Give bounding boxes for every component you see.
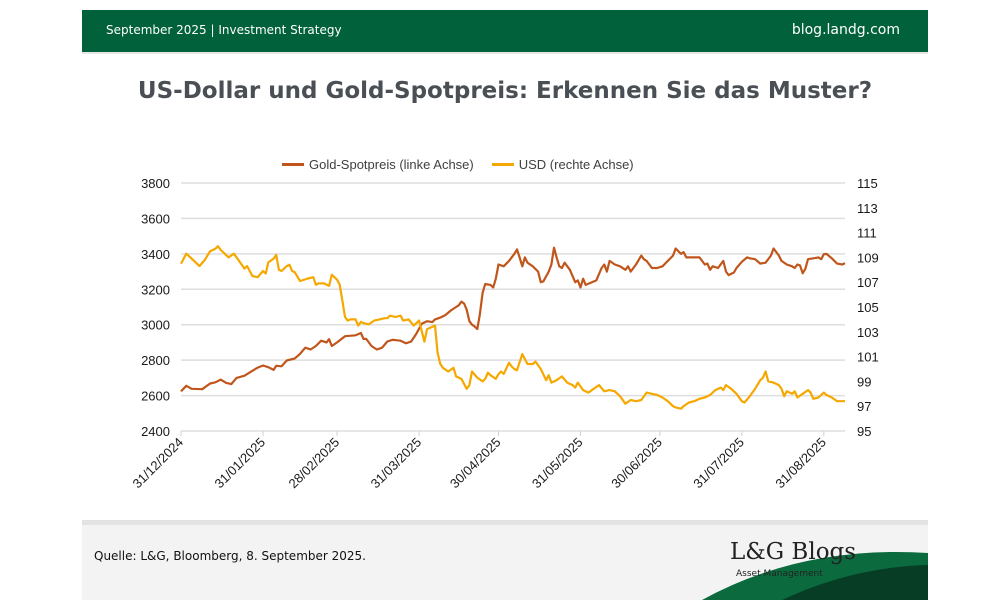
x-tick-label: 28/02/2025 [286, 435, 343, 492]
header-bar: September 2025 | Investment Strategy blo… [82, 10, 928, 54]
y-right-tick-label: 111 [857, 226, 877, 241]
x-tick-label: 31/03/2025 [368, 435, 425, 492]
chart-title: US-Dollar und Gold-Spotpreis: Erkennen S… [137, 78, 873, 104]
header-date-category: September 2025 | Investment Strategy [106, 23, 342, 37]
chart-legend: Gold-Spotpreis (linke Achse) USD (rechte… [282, 154, 652, 174]
y-right-tick-label: 113 [857, 201, 878, 216]
legend-swatch-gold [282, 162, 304, 166]
y-right-tick-label: 101 [857, 350, 879, 365]
y-left-tick-label: 2800 [141, 353, 170, 368]
legend-swatch-usd [491, 162, 514, 166]
y-right-tick-label: 99 [857, 374, 871, 389]
header-site-link[interactable]: blog.landg.com [791, 22, 900, 38]
y-right-tick-label: 95 [857, 424, 871, 439]
x-tick-label: 31/05/2025 [529, 435, 586, 492]
legend-item-usd: USD (rechte Achse) [491, 156, 634, 172]
y-left-tick-label: 3800 [141, 176, 170, 191]
y-left-tick-label: 2600 [141, 389, 170, 404]
y-left-tick-label: 2400 [141, 424, 170, 439]
x-tick-label: 31/08/2025 [772, 435, 829, 492]
y-right-tick-label: 109 [857, 250, 879, 265]
y-left-tick-label: 3600 [141, 211, 170, 226]
legend-label-gold: Gold-Spotpreis (linke Achse) [309, 156, 474, 172]
source-note: Quelle: L&G, Bloomberg, 8. September 202… [94, 549, 366, 563]
series-line-usd [180, 245, 845, 410]
y-left-tick-label: 3200 [141, 282, 170, 297]
series-lines [180, 245, 846, 410]
y-right-tick-label: 105 [857, 300, 879, 315]
brand-subtitle: Asset Management [736, 569, 823, 579]
series-line-gold [180, 246, 846, 393]
y-right-tick-label: 103 [857, 325, 879, 340]
legend-label-usd: USD (rechte Achse) [518, 156, 634, 172]
legend-item-gold: Gold-Spotpreis (linke Achse) [282, 157, 474, 172]
x-tick-label: 31/01/2025 [212, 435, 269, 492]
brand-swoosh [702, 551, 928, 600]
y-right-tick-label: 107 [857, 275, 879, 290]
y-right-tick-label: 115 [857, 176, 878, 191]
footer: Quelle: L&G, Bloomberg, 8. September 202… [82, 520, 928, 600]
x-tick-label: 31/07/2025 [690, 435, 747, 492]
y-left-tick-label: 3400 [141, 247, 170, 262]
y-right-tick-label: 97 [857, 399, 871, 414]
y-axis-right: 95 97 99 101 103 105 107 109 111 113 115 [857, 176, 879, 439]
x-tick-label: 30/06/2025 [608, 435, 665, 492]
brand-logo: L&G Blogs [730, 539, 857, 565]
y-left-tick-label: 3000 [141, 318, 170, 333]
gridlines [181, 182, 845, 432]
x-tick-label: 30/04/2025 [447, 435, 504, 492]
x-tick-label: 31/12/2024 [129, 435, 186, 492]
x-axis: 31/12/2024 31/01/2025 28/02/2025 31/03/2025… [129, 431, 829, 492]
y-axis-left: 2400 2600 2800 3000 3200 3400 3600 3800 [141, 176, 170, 439]
chart-card [82, 10, 928, 595]
